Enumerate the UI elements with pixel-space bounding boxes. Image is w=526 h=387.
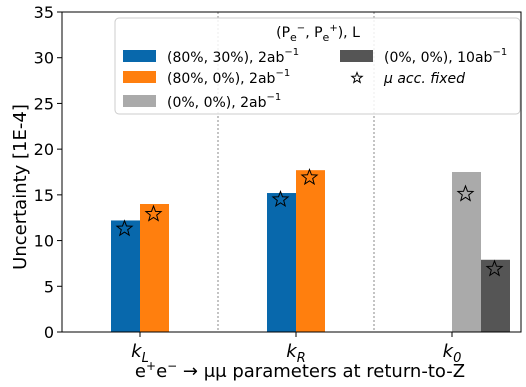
bar (296, 170, 325, 332)
y-tick-label: 0 (44, 323, 54, 342)
legend-swatch (340, 50, 373, 62)
y-tick-label: 35 (34, 3, 54, 22)
legend-swatch (123, 50, 156, 62)
y-axis: 0 5 10 15 20 25 30 35 (34, 3, 62, 342)
legend-entry-label: (0%, 0%), 10ab−1 (384, 47, 507, 66)
bar (267, 193, 296, 332)
y-tick-label: 5 (44, 277, 54, 296)
x-tick-label: k0 (443, 341, 462, 366)
bar (140, 204, 169, 332)
legend-star-label: μ acc. fixed (383, 71, 465, 87)
legend-star-icon (350, 71, 364, 84)
y-tick-label: 25 (34, 94, 54, 113)
star-marker (300, 168, 319, 186)
y-tick-label: 15 (34, 186, 54, 205)
x-tick-label: kR (286, 341, 305, 366)
legend: (Pe−, Pe+), L (80%, 30%), 2ab−1 (80%, 0%),… (114, 17, 521, 115)
bar (111, 220, 140, 332)
y-tick-label: 10 (34, 232, 54, 251)
legend-swatch (123, 95, 156, 107)
star-marker (144, 204, 163, 222)
legend-entry-label: (80%, 0%), 2ab−1 (167, 68, 290, 87)
x-axis: kL kR k0 (131, 332, 461, 366)
star-marker (271, 189, 290, 208)
x-axis-label: e+e− → μμ parameters at return-to-Z (135, 359, 465, 382)
y-axis-label: Uncertainty [1E-4] (10, 104, 31, 270)
legend-swatch (123, 71, 156, 83)
legend-frame (114, 17, 521, 115)
x-tick-label: kL (131, 341, 149, 366)
star-marker (456, 184, 475, 202)
bar (481, 259, 510, 332)
legend-title: (Pe−, Pe+), L (276, 23, 360, 44)
legend-entry-label: (80%, 30%), 2ab−1 (167, 47, 299, 66)
y-tick-label: 20 (34, 140, 54, 159)
plot-area (61, 11, 522, 333)
plot-frame (61, 11, 522, 333)
star-marker (115, 219, 134, 237)
legend-entry-label: (0%, 0%), 2ab−1 (167, 92, 281, 111)
y-tick-label: 30 (34, 49, 54, 68)
star-marker (485, 259, 504, 277)
bar (452, 172, 481, 332)
